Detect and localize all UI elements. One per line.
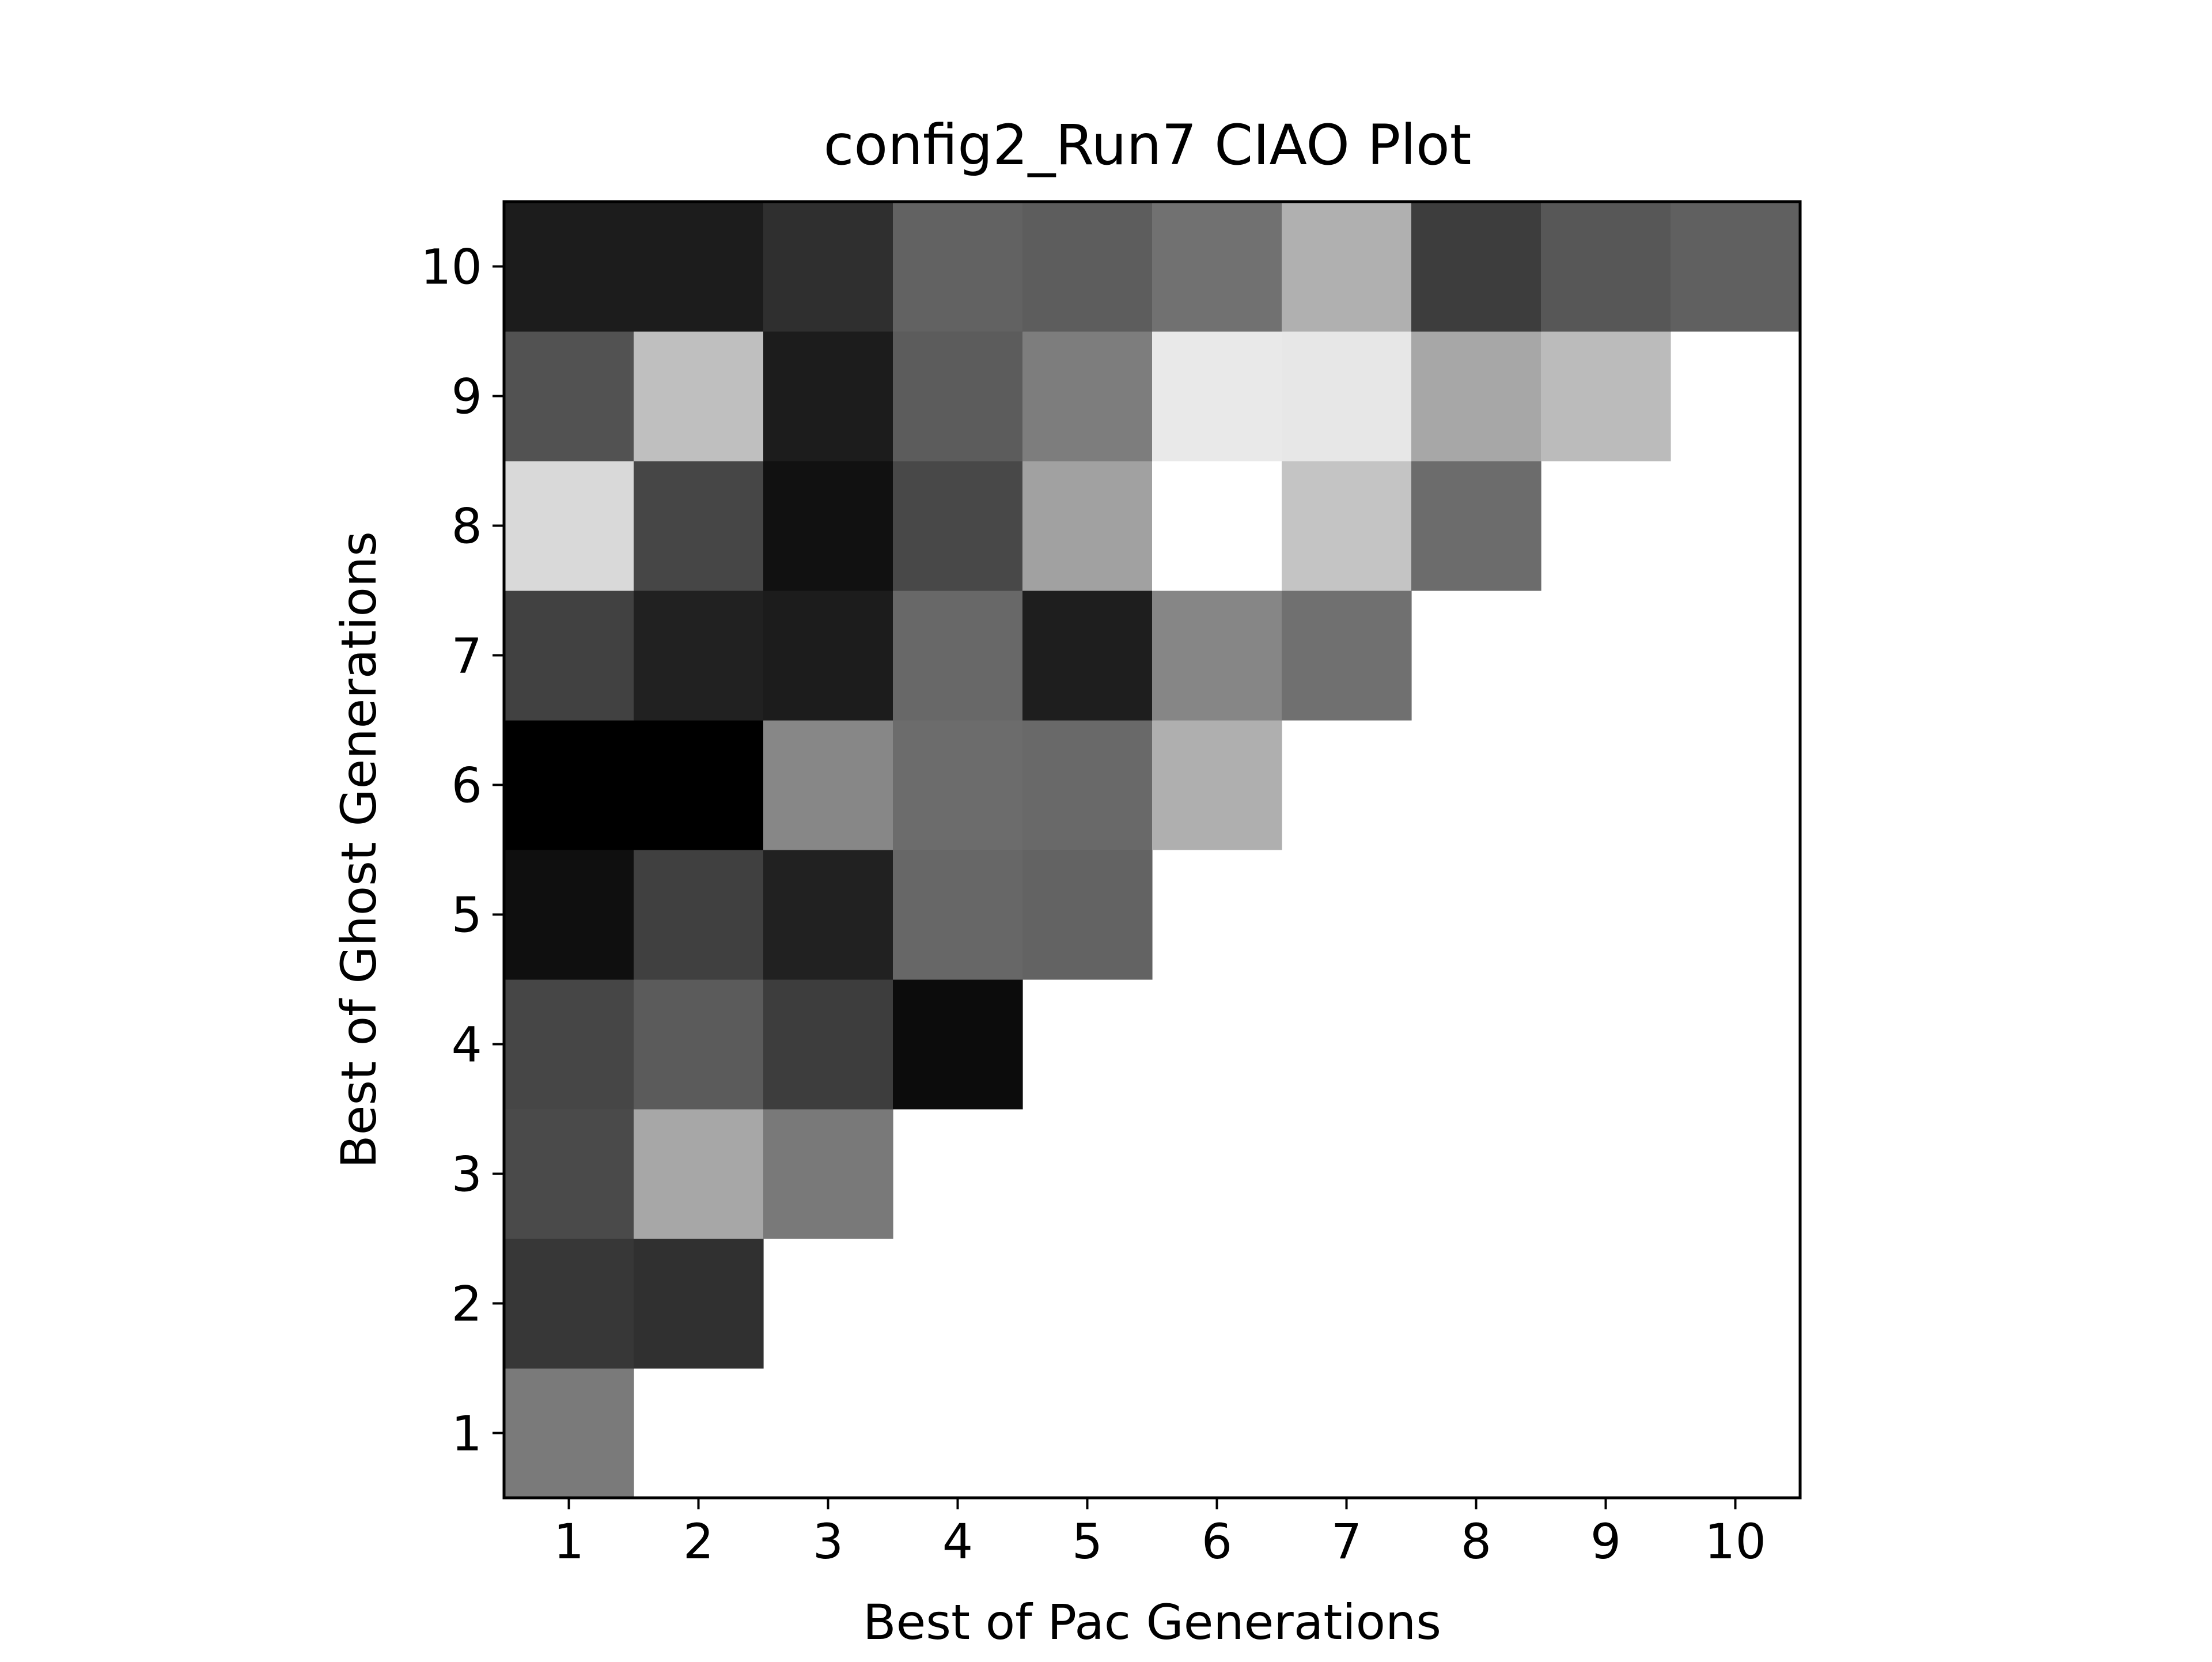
x-axis-ticks: 1 2 3 4 5 6 7 8 9 10 xyxy=(554,1498,1766,1570)
x-tick-label-8: 8 xyxy=(1461,1513,1491,1570)
heatmap-cell-pac2-ghost10 xyxy=(634,202,764,332)
heatmap-cell-pac9-ghost10 xyxy=(1541,202,1671,332)
heatmap-cell-pac4-ghost5 xyxy=(893,850,1023,980)
heatmap-cell-pac7-ghost8 xyxy=(1282,461,1412,591)
heatmap-cell-pac1-ghost9 xyxy=(504,331,634,461)
heatmap-cell-pac3-ghost5 xyxy=(763,850,893,980)
heatmap-cell-pac1-ghost2 xyxy=(504,1239,634,1369)
heatmap-cells xyxy=(504,202,1801,1498)
heatmap-cell-pac1-ghost5 xyxy=(504,850,634,980)
y-axis-label: Best of Ghost Generations xyxy=(331,531,387,1168)
y-tick-label-1: 1 xyxy=(452,1406,482,1462)
y-tick-label-2: 2 xyxy=(452,1276,482,1332)
y-tick-label-7: 7 xyxy=(452,628,482,684)
heatmap-cell-pac3-ghost8 xyxy=(763,461,893,591)
heatmap-cell-pac8-ghost10 xyxy=(1411,202,1541,332)
heatmap-cell-pac4-ghost7 xyxy=(893,590,1023,721)
heatmap-cell-pac1-ghost8 xyxy=(504,461,634,591)
chart-title: config2_Run7 CIAO Plot xyxy=(824,113,1472,177)
heatmap-cell-pac1-ghost6 xyxy=(504,720,634,850)
x-tick-label-9: 9 xyxy=(1590,1513,1621,1570)
x-tick-label-6: 6 xyxy=(1202,1513,1232,1570)
x-tick-label-3: 3 xyxy=(813,1513,843,1570)
heatmap-cell-pac5-ghost7 xyxy=(1022,590,1153,721)
heatmap-cell-pac5-ghost6 xyxy=(1022,720,1153,850)
heatmap-cell-pac2-ghost4 xyxy=(634,979,764,1110)
x-tick-label-1: 1 xyxy=(554,1513,584,1570)
heatmap-cell-pac3-ghost3 xyxy=(763,1109,893,1239)
heatmap-cell-pac3-ghost7 xyxy=(763,590,893,721)
y-tick-label-10: 10 xyxy=(421,239,482,296)
heatmap-cell-pac2-ghost9 xyxy=(634,331,764,461)
heatmap-cell-pac6-ghost7 xyxy=(1152,590,1282,721)
heatmap-cell-pac7-ghost9 xyxy=(1282,331,1412,461)
heatmap-cell-pac3-ghost4 xyxy=(763,979,893,1110)
x-tick-label-2: 2 xyxy=(683,1513,714,1570)
plot-frame xyxy=(502,200,1802,1500)
x-tick-label-7: 7 xyxy=(1331,1513,1362,1570)
x-axis-label: Best of Pac Generations xyxy=(863,1594,1441,1650)
heatmap-cell-pac3-ghost6 xyxy=(763,720,893,850)
heatmap-cell-pac9-ghost9 xyxy=(1541,331,1671,461)
y-tick-label-5: 5 xyxy=(452,887,482,944)
heatmap-cell-pac2-ghost8 xyxy=(634,461,764,591)
x-tick-label-4: 4 xyxy=(942,1513,973,1570)
y-tick-label-3: 3 xyxy=(452,1146,482,1203)
heatmap-cell-pac6-ghost6 xyxy=(1152,720,1282,850)
heatmap-cell-pac2-ghost2 xyxy=(634,1239,764,1369)
heatmap-cell-pac2-ghost6 xyxy=(634,720,764,850)
x-tick-label-10: 10 xyxy=(1705,1513,1766,1570)
heatmap-cell-pac5-ghost8 xyxy=(1022,461,1153,591)
heatmap-cell-pac10-ghost10 xyxy=(1671,202,1801,332)
heatmap-cell-pac6-ghost8 xyxy=(1152,461,1282,591)
heatmap-cell-pac4-ghost8 xyxy=(893,461,1023,591)
x-tick-label-5: 5 xyxy=(1072,1513,1103,1570)
heatmap-cell-pac6-ghost9 xyxy=(1152,331,1282,461)
heatmap-cell-pac1-ghost4 xyxy=(504,979,634,1110)
heatmap-cell-pac5-ghost5 xyxy=(1022,850,1153,980)
heatmap-cell-pac4-ghost9 xyxy=(893,331,1023,461)
heatmap-cell-pac4-ghost4 xyxy=(893,979,1023,1110)
y-axis-ticks: 1 2 3 4 5 6 7 8 9 10 xyxy=(421,239,504,1462)
heatmap-cell-pac7-ghost7 xyxy=(1282,590,1412,721)
heatmap-cell-pac3-ghost9 xyxy=(763,331,893,461)
y-tick-label-6: 6 xyxy=(452,758,482,814)
heatmap-cell-pac1-ghost7 xyxy=(504,590,634,721)
heatmap-cell-pac8-ghost8 xyxy=(1411,461,1541,591)
heatmap-cell-pac1-ghost1 xyxy=(504,1368,634,1498)
heatmap-cell-pac4-ghost10 xyxy=(893,202,1023,332)
y-tick-label-9: 9 xyxy=(452,369,482,425)
heatmap-cell-pac3-ghost10 xyxy=(763,202,893,332)
heatmap-cell-pac5-ghost9 xyxy=(1022,331,1153,461)
heatmap-cell-pac7-ghost10 xyxy=(1282,202,1412,332)
heatmap-cell-pac1-ghost3 xyxy=(504,1109,634,1239)
heatmap-cell-pac5-ghost10 xyxy=(1022,202,1153,332)
heatmap-cell-pac4-ghost6 xyxy=(893,720,1023,850)
heatmap-cell-pac8-ghost9 xyxy=(1411,331,1541,461)
y-tick-label-4: 4 xyxy=(452,1017,482,1073)
y-tick-label-8: 8 xyxy=(452,498,482,555)
heatmap-cell-pac2-ghost7 xyxy=(634,590,764,721)
heatmap-cell-pac1-ghost10 xyxy=(504,202,634,332)
heatmap-cell-pac6-ghost10 xyxy=(1152,202,1282,332)
heatmap-cell-pac2-ghost5 xyxy=(634,850,764,980)
heatmap-cell-pac2-ghost3 xyxy=(634,1109,764,1239)
